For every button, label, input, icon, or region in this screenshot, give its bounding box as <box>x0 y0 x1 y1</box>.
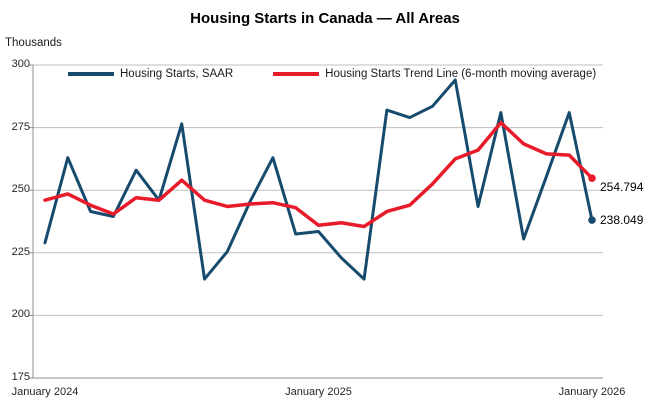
trend-line-swatch <box>273 72 320 76</box>
legend-label-trend: Housing Starts Trend Line (6-month movin… <box>325 68 597 80</box>
y-tick-label: 275 <box>11 120 30 133</box>
chart-title: Housing Starts in Canada — All Areas <box>190 10 460 27</box>
saar-line <box>43 78 594 281</box>
y-tick-label: 300 <box>11 58 30 70</box>
saar-end-value-label: 238.049 <box>600 213 644 228</box>
trend-end-value-label: 254.794 <box>600 180 644 195</box>
y-tick-label: 225 <box>11 245 30 258</box>
y-axis-title: Thousands <box>5 37 62 49</box>
x-tick-label: January 2025 <box>285 386 352 398</box>
x-tick-label: January 2024 <box>11 386 79 398</box>
saar-end-marker <box>588 216 596 224</box>
trend-end-marker <box>588 174 596 182</box>
y-tick-label: 175 <box>11 371 30 383</box>
saar-line-swatch <box>68 72 114 76</box>
y-tick-label: 250 <box>11 183 30 196</box>
y-tick-label: 200 <box>11 308 30 321</box>
legend: Housing Starts, SAAR Housing Starts Tren… <box>68 68 596 80</box>
x-tick-label: January 2026 <box>558 386 626 398</box>
trend-line <box>43 120 594 229</box>
legend-item-trend: Housing Starts Trend Line (6-month movin… <box>273 68 596 80</box>
legend-label-saar: Housing Starts, SAAR <box>120 68 234 80</box>
legend-item-saar: Housing Starts, SAAR <box>68 68 233 80</box>
